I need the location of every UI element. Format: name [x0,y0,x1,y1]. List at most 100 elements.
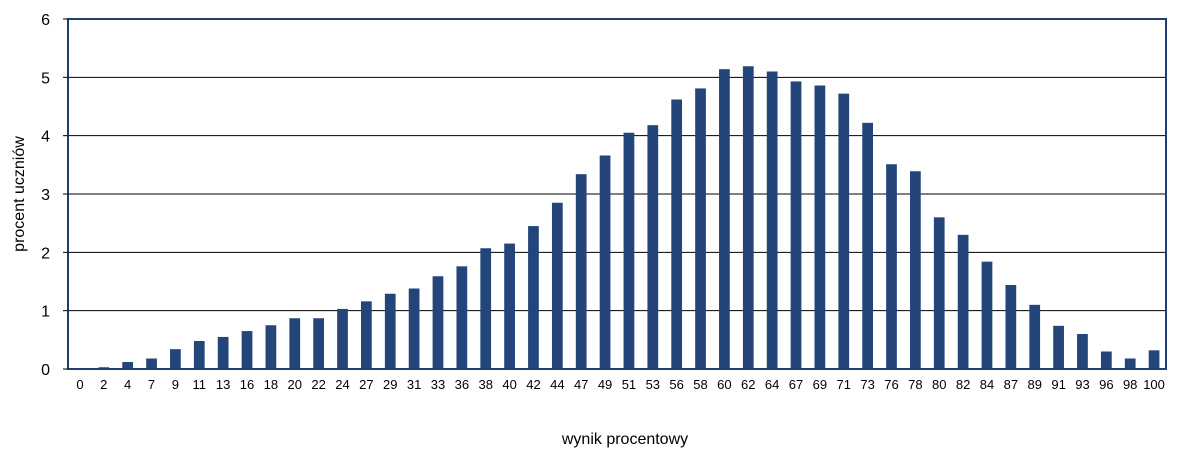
x-tick-label: 98 [1123,377,1137,392]
x-tick-label: 69 [813,377,827,392]
bar [1029,304,1041,369]
bar [599,155,611,369]
bar [575,174,587,369]
bar [384,293,396,369]
bar [408,288,420,369]
x-tick-label: 16 [240,377,254,392]
gridlines [68,76,1166,312]
y-tick-label: 4 [41,129,50,146]
x-tick-label: 73 [860,377,874,392]
bar [1124,358,1136,369]
x-tick-label: 20 [288,377,302,392]
x-tick-label: 4 [124,377,131,392]
x-tick-label: 64 [765,377,779,392]
bar [551,202,563,369]
x-tick-label: 47 [574,377,588,392]
bar [1100,351,1112,369]
x-tick-label: 31 [407,377,421,392]
bar [1053,325,1064,369]
bar [361,301,372,369]
x-tick-label: 7 [148,377,155,392]
bar [838,93,850,370]
y-tick-label: 6 [41,12,50,29]
bar [957,234,969,369]
bar [193,341,205,369]
x-tick-label: 42 [526,377,540,392]
x-tick-label: 38 [478,377,492,392]
x-tick-label: 76 [884,377,898,392]
bar [432,276,444,369]
bar [1077,334,1088,369]
bar [766,71,778,369]
bar [265,325,277,369]
x-axis-ticks: 0 2 4 7 9 11 13 16 18 20 22 24 27 29 31 33 36 38 40 42 44 47 4… [76,377,1165,392]
x-tick-label: 18 [264,377,278,392]
y-tick-label: 3 [41,187,50,204]
x-tick-label: 29 [383,377,397,392]
bar [146,358,157,369]
bar [528,226,539,369]
bar [814,85,826,369]
y-tick-label: 5 [41,70,50,87]
x-tick-label: 67 [789,377,803,392]
x-tick-label: 89 [1027,377,1041,392]
x-tick-label: 56 [669,377,683,392]
x-tick-label: 40 [502,377,516,392]
bar [1005,285,1017,369]
x-tick-label: 84 [980,377,994,392]
y-tick-label: 2 [41,245,50,262]
x-tick-label: 71 [837,377,851,392]
x-tick-label: 33 [431,377,445,392]
bar [719,69,730,370]
x-tick-label: 22 [311,377,325,392]
x-tick-label: 0 [76,377,83,392]
x-tick-label: 82 [956,377,970,392]
x-tick-label: 9 [172,377,179,392]
bar [337,308,348,369]
bar [647,125,659,369]
x-tick-label: 24 [335,377,349,392]
bar [623,132,635,369]
bar [742,66,754,369]
x-tick-label: 27 [359,377,373,392]
x-tick-label: 78 [908,377,922,392]
bar [122,362,134,369]
x-tick-label: 11 [193,377,207,392]
bar [217,336,229,369]
bar [886,164,897,369]
x-tick-label: 49 [598,377,612,392]
x-tick-label: 80 [932,377,946,392]
bar [504,243,515,369]
bar [933,217,945,369]
x-tick-label: 36 [455,377,469,392]
bar [695,88,706,370]
y-axis-ticks: 0 1 2 3 4 5 6 [41,12,68,379]
bar [313,318,324,369]
bar [671,99,683,369]
x-tick-label: 96 [1099,377,1113,392]
x-tick-label: 51 [622,377,636,392]
bar [981,261,993,369]
bar [456,266,468,369]
x-tick-label: 87 [1004,377,1018,392]
bar [170,349,181,369]
x-tick-label: 62 [741,377,755,392]
x-tick-label: 2 [100,377,107,392]
x-tick-label: 58 [693,377,707,392]
bar [910,171,921,369]
bar [480,248,492,369]
bar [241,331,253,369]
y-tick-label: 1 [41,304,50,321]
bar [1148,350,1160,369]
bars [98,66,1160,370]
x-tick-label: 100 [1143,377,1165,392]
bar [289,318,301,369]
x-tick-label: 13 [216,377,230,392]
x-tick-label: 91 [1051,377,1065,392]
bar [790,81,802,370]
x-tick-label: 53 [646,377,660,392]
x-tick-label: 60 [717,377,731,392]
x-tick-label: 44 [550,377,564,392]
